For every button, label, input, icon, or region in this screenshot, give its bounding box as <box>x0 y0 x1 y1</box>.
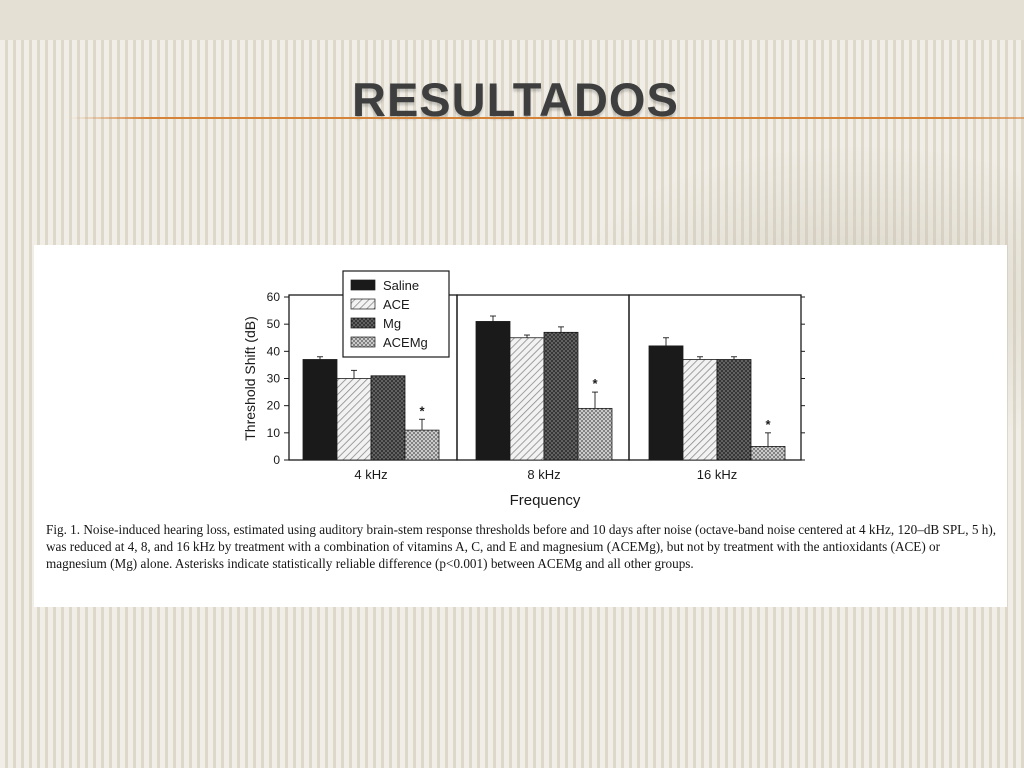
y-axis-label: Threshold Shift (dB) <box>242 316 258 441</box>
x-category-label: 4 kHz <box>354 467 387 482</box>
bar-mg-1 <box>370 375 406 461</box>
legend-label-mg: Mg <box>383 316 401 331</box>
bar-saline-3 <box>648 345 684 461</box>
slide-title: RESULTADOS <box>352 73 679 126</box>
bar-ace-2 <box>509 337 545 461</box>
y-tick-label: 60 <box>267 290 281 304</box>
bar-acemg-1 <box>404 429 440 461</box>
bar-acemg-2 <box>577 407 613 461</box>
legend-label-saline: Saline <box>383 278 419 293</box>
y-tick-label: 10 <box>267 426 281 440</box>
y-tick-label: 50 <box>267 317 281 331</box>
significance-marker: * <box>592 376 598 391</box>
figure-panel: 0 10 20 30 40 50 60 Threshold Shift (dB) * 4 kHz *… <box>34 245 1007 607</box>
legend-swatch-saline <box>350 279 376 291</box>
bar-saline-2 <box>475 321 511 461</box>
top-band <box>0 0 1024 40</box>
legend-swatch-acemg <box>350 336 376 348</box>
legend-swatch-ace <box>350 298 376 310</box>
x-category-label: 16 kHz <box>697 467 737 482</box>
x-category-label: 8 kHz <box>527 467 560 482</box>
title-underline <box>70 117 1024 119</box>
x-axis-label: Frequency <box>510 492 581 509</box>
y-tick-label: 30 <box>267 372 281 386</box>
bar-mg-3 <box>716 359 752 461</box>
legend-swatch-mg <box>350 317 376 329</box>
bar-saline-1 <box>302 359 338 461</box>
threshold-shift-chart: 0 10 20 30 40 50 60 Threshold Shift (dB) * 4 kHz *… <box>242 270 805 509</box>
y-tick-label: 40 <box>267 344 281 358</box>
y-tick-label: 20 <box>267 399 281 413</box>
legend-label-ace: ACE <box>383 297 410 312</box>
figure-caption: Fig. 1. Noise-induced hearing loss, esti… <box>46 522 997 571</box>
legend-label-acemg: ACEMg <box>383 335 428 350</box>
y-tick-label: 0 <box>273 453 280 467</box>
bar-ace-1 <box>336 378 372 461</box>
significance-marker: * <box>419 403 425 418</box>
bar-acemg-3 <box>750 446 786 461</box>
bar-mg-2 <box>543 331 579 461</box>
bar-ace-3 <box>682 359 718 461</box>
significance-marker: * <box>765 417 771 432</box>
